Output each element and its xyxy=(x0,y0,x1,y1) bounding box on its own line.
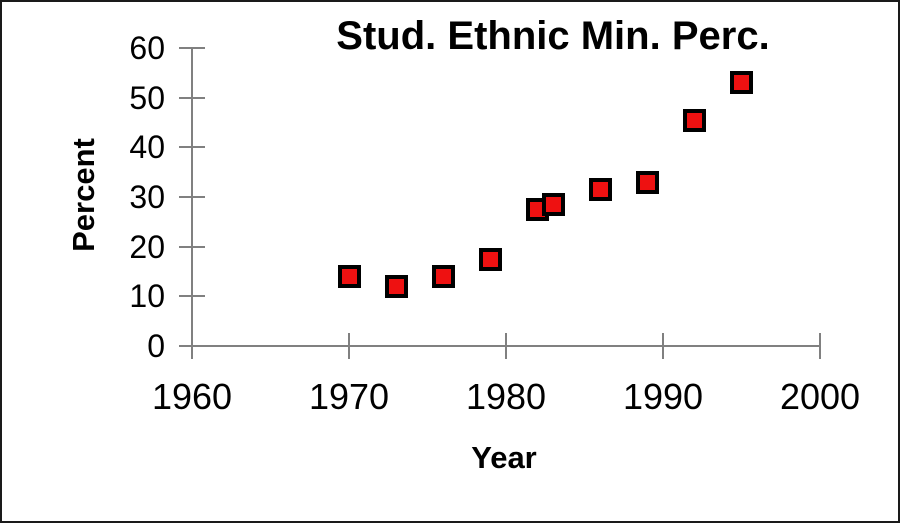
data-point-marker xyxy=(541,192,565,216)
data-point-marker xyxy=(588,178,612,202)
y-tick xyxy=(179,47,205,49)
x-axis-line xyxy=(179,345,820,347)
data-point-marker xyxy=(337,264,361,288)
y-tick xyxy=(179,146,205,149)
y-tick xyxy=(179,196,205,198)
x-tick-label: 1960 xyxy=(151,376,233,417)
y-axis-line xyxy=(191,48,193,359)
y-tick-label: 50 xyxy=(129,79,165,116)
x-tick-label: 1980 xyxy=(465,376,547,417)
x-tick-label: 1970 xyxy=(308,376,390,417)
y-tick xyxy=(179,96,205,99)
data-point-marker xyxy=(730,71,753,95)
x-tick xyxy=(505,333,507,359)
x-tick xyxy=(191,333,193,359)
y-tick xyxy=(179,295,205,298)
data-point-marker xyxy=(635,170,659,194)
y-tick-label: 10 xyxy=(129,278,165,315)
y-tick xyxy=(179,245,205,248)
x-tick xyxy=(348,333,350,359)
chart-title: Stud. Ethnic Min. Perc. xyxy=(336,14,770,58)
x-tick xyxy=(662,333,664,359)
y-tick-label: 60 xyxy=(129,30,165,66)
data-point-marker xyxy=(478,247,502,271)
x-tick-label: 2000 xyxy=(779,376,861,417)
y-tick-label: 30 xyxy=(129,179,165,215)
x-tick-label: 1990 xyxy=(622,376,704,417)
x-axis-label: Year xyxy=(471,440,537,475)
y-tick-label: 20 xyxy=(129,228,165,265)
data-point-marker xyxy=(431,264,455,288)
y-tick-label: 0 xyxy=(147,328,165,364)
y-tick-label: 40 xyxy=(129,129,165,166)
data-point-marker xyxy=(384,274,408,298)
x-tick xyxy=(819,333,821,359)
data-point-marker xyxy=(682,108,706,132)
